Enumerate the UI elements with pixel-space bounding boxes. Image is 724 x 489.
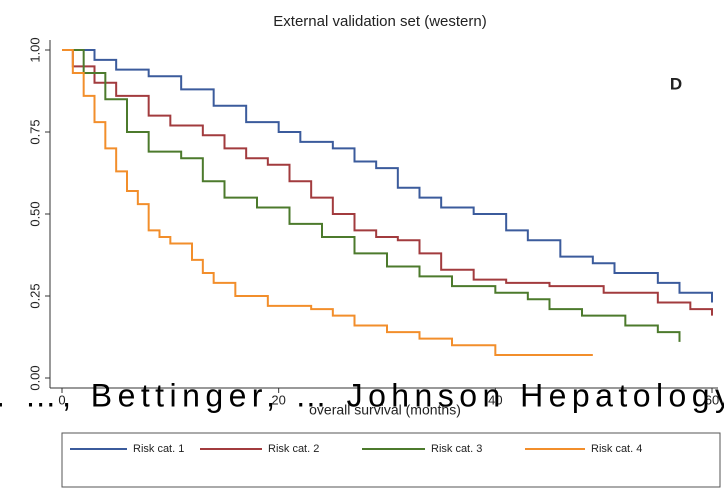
legend-label: Risk cat. 1 <box>133 443 184 455</box>
y-tick-label: 1.00 <box>27 37 42 62</box>
survival-curve <box>62 49 713 316</box>
x-axis-label: overall survival (months) <box>309 402 461 418</box>
x-tick-label: 20 <box>271 392 285 407</box>
legend-label: Risk cat. 3 <box>431 443 482 455</box>
legend-label: Risk cat. 4 <box>591 443 642 455</box>
survival-curve <box>62 49 681 342</box>
survival-curve <box>62 49 713 303</box>
x-tick-label: 40 <box>488 392 502 407</box>
y-tick-label: 0.00 <box>27 365 42 390</box>
legend: Risk cat. 1 Risk cat. 2 Risk cat. 3 Risk ca… <box>70 443 642 455</box>
y-tick-label: 0.50 <box>27 201 42 226</box>
y-tick-label: 0.75 <box>27 119 42 144</box>
overlay-citation: . …, Bettinger, … Johnson Hepatology <box>0 377 724 413</box>
legend-label: Risk cat. 2 <box>268 443 319 455</box>
legend-box <box>61 432 721 488</box>
y-tick-label: 0.25 <box>27 283 42 308</box>
chart-title: External validation set (western) <box>273 13 486 30</box>
panel-label: D <box>670 74 682 93</box>
x-tick-label: 60 <box>705 392 719 407</box>
x-tick-label: 0 <box>58 392 65 407</box>
survival-curve <box>62 49 593 357</box>
